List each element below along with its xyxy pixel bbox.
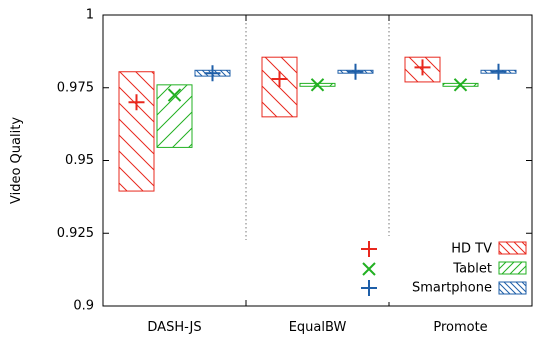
legend-label-hd-tv: HD TV (451, 242, 492, 257)
mean-marker-tablet (310, 78, 325, 92)
legend-label-tablet: Tablet (452, 262, 492, 277)
legend-label-smartphone: Smartphone (412, 281, 492, 296)
x-tick-label: EqualBW (289, 320, 347, 335)
box-hd-tv (261, 56, 298, 118)
mean-marker-tablet (453, 78, 468, 92)
grid (245, 15, 390, 240)
y-tick-label: 1 (86, 8, 94, 23)
mean-marker-hd-tv (414, 59, 431, 76)
legend-marker-tablet (362, 262, 376, 276)
legend-entry-hd-tv: HD TV (361, 241, 527, 257)
plot-frame (102, 14, 533, 307)
y-tick-label: 0.95 (65, 153, 94, 168)
legend-marker-hd-tv (361, 241, 377, 257)
x-tick-label: DASH-JS (147, 320, 201, 335)
y-tick-labels: 0.9 0.925 0.95 0.975 1 (57, 8, 94, 314)
legend-marker-smartphone (361, 280, 377, 296)
legend-entry-tablet: Tablet (362, 261, 527, 277)
mean-markers (128, 59, 507, 111)
mean-marker-hd-tv (271, 71, 288, 88)
legend-swatch-hd-tv (498, 241, 527, 255)
y-axis-label: Video Quality (9, 117, 24, 204)
mean-marker-smartphone (490, 63, 507, 80)
x-tick-labels: DASH-JS EqualBW Promote (147, 320, 487, 335)
legend: HD TV Tablet Smartphone (352, 236, 530, 302)
y-tick-label: 0.925 (57, 226, 94, 241)
boxes (118, 56, 517, 192)
legend-swatch-smartphone (498, 281, 527, 295)
y-tick-label: 0.975 (57, 80, 94, 95)
box-hd-tv (118, 71, 155, 192)
x-tick-label: Promote (433, 320, 487, 335)
mean-marker-hd-tv (128, 94, 145, 111)
y-tick-label: 0.9 (73, 299, 94, 314)
legend-entry-smartphone: Smartphone (361, 280, 527, 296)
mean-marker-smartphone (204, 65, 221, 82)
mean-marker-smartphone (347, 63, 364, 80)
legend-swatch-tablet (498, 261, 527, 275)
mean-marker-tablet (167, 88, 182, 102)
